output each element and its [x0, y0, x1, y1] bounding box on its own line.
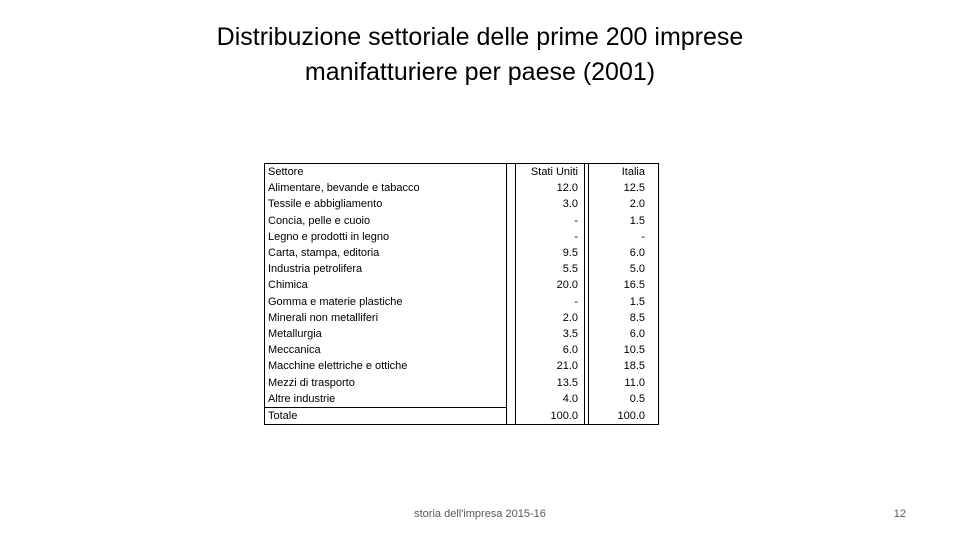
table-row: Alimentare, bevande e tabacco 12.0 12.5 — [264, 180, 659, 197]
stati-uniti-cell: 3.5 — [515, 326, 585, 343]
stati-uniti-cell: 5.5 — [515, 261, 585, 278]
stati-uniti-cell: 20.0 — [515, 277, 585, 294]
table-row: Altre industrie 4.0 0.5 — [264, 390, 659, 408]
stati-uniti-cell: 2.0 — [515, 309, 585, 327]
table-row: Concia, pelle e cuoio -1.5 — [264, 212, 659, 229]
table-total-row: Totale 100.0 100.0 — [264, 407, 659, 426]
table-row: Minerali non metalliferi 2.0 8.5 — [264, 309, 659, 327]
italia-cell: 6.0 — [588, 326, 659, 343]
italia-cell: - — [588, 228, 659, 246]
stati-uniti-cell: 6.0 — [515, 342, 585, 359]
footer-text: storia dell'impresa 2015-16 — [414, 508, 546, 520]
sector-distribution-table: Settore Stati Uniti Italia Alimentare, b… — [264, 163, 659, 426]
italia-cell: 1.5 — [588, 212, 659, 229]
italia-cell: 1.5 — [588, 293, 659, 310]
slide-title: Distribuzione settoriale delle prime 200… — [0, 20, 960, 90]
table-row: Mezzi di trasporto 13.5 11.0 — [264, 374, 659, 391]
sector-cell: Industria petrolifera — [264, 261, 507, 278]
stati-uniti-cell: 4.0 — [515, 390, 585, 408]
header-italia: Italia — [588, 163, 659, 181]
stati-uniti-cell: 12.0 — [515, 180, 585, 197]
table-row: Gomma e materie plastiche -1.5 — [264, 293, 659, 310]
stati-uniti-cell: 13.5 — [515, 374, 585, 391]
table-row: Meccanica 6.0 10.5 — [264, 342, 659, 359]
italia-cell: 11.0 — [588, 374, 659, 391]
italia-cell: 12.5 — [588, 180, 659, 197]
sector-cell: Tessile e abbigliamento — [264, 196, 507, 213]
sector-cell: Carta, stampa, editoria — [264, 245, 507, 262]
sector-cell: Metallurgia — [264, 326, 507, 343]
table-header-row: Settore Stati Uniti Italia — [264, 163, 659, 181]
stati-uniti-cell: 9.5 — [515, 245, 585, 262]
italia-cell: 18.5 — [588, 358, 659, 375]
italia-cell: 8.5 — [588, 309, 659, 327]
table-row: Tessile e abbigliamento 3.0 2.0 — [264, 196, 659, 213]
table-row: Chimica 20.0 16.5 — [264, 277, 659, 294]
sector-cell: Altre industrie — [264, 390, 507, 408]
italia-cell: 6.0 — [588, 245, 659, 262]
header-sector: Settore — [264, 163, 507, 181]
italia-cell: 10.5 — [588, 342, 659, 359]
table-row: Industria petrolifera 5.5 5.0 — [264, 261, 659, 278]
italia-cell: 0.5 — [588, 390, 659, 408]
italia-cell: 100.0 — [588, 407, 659, 426]
slide-title-line-1: Distribuzione settoriale delle prime 200… — [216, 23, 744, 51]
italia-cell: 16.5 — [588, 277, 659, 294]
table-body: Settore Stati Uniti Italia Alimentare, b… — [264, 163, 659, 426]
sector-cell: Gomma e materie plastiche — [264, 293, 507, 310]
page-number: 12 — [893, 508, 906, 520]
italia-cell: 5.0 — [588, 261, 659, 278]
stati-uniti-cell: - — [515, 212, 585, 229]
sector-cell: Meccanica — [264, 342, 507, 359]
slide-title-line-2: manifatturiere per paese (2001) — [304, 58, 656, 86]
table-row: Metallurgia 3.5 6.0 — [264, 326, 659, 343]
sector-cell: Totale — [264, 407, 507, 426]
sector-cell: Concia, pelle e cuoio — [264, 212, 507, 229]
sector-cell: Legno e prodotti in legno — [264, 228, 507, 246]
sector-cell: Minerali non metalliferi — [264, 309, 507, 327]
stati-uniti-cell: 21.0 — [515, 358, 585, 375]
stati-uniti-cell: - — [515, 293, 585, 310]
sector-cell: Macchine elettriche e ottiche — [264, 358, 507, 375]
table-row: Legno e prodotti in legno - - — [264, 228, 659, 246]
sector-cell: Alimentare, bevande e tabacco — [264, 180, 507, 197]
table-row: Macchine elettriche e ottiche 21.0 18.5 — [264, 358, 659, 375]
sector-cell: Mezzi di trasporto — [264, 374, 507, 391]
table-row: Carta, stampa, editoria 9.5 6.0 — [264, 245, 659, 262]
sector-cell: Chimica — [264, 277, 507, 294]
header-stati-uniti: Stati Uniti — [515, 163, 585, 181]
stati-uniti-cell: 100.0 — [515, 407, 585, 426]
italia-cell: 2.0 — [588, 196, 659, 213]
stati-uniti-cell: - — [515, 228, 585, 246]
stati-uniti-cell: 3.0 — [515, 196, 585, 213]
